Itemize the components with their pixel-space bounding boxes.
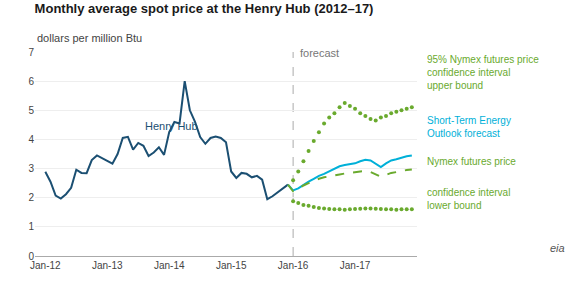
svg-text:Jan-17: Jan-17: [340, 260, 371, 271]
svg-text:1: 1: [28, 221, 34, 232]
svg-text:eia: eia: [550, 242, 565, 254]
svg-text:95% Nymex futures priceconfide: 95% Nymex futures priceconfidence interv…: [427, 54, 539, 91]
svg-text:Jan-14: Jan-14: [154, 260, 185, 271]
svg-text:Jan-15: Jan-15: [216, 260, 247, 271]
svg-text:4: 4: [28, 134, 34, 145]
svg-text:0: 0: [28, 251, 34, 262]
svg-text:Jan-13: Jan-13: [92, 260, 123, 271]
svg-text:Henry Hub: Henry Hub: [145, 120, 198, 132]
svg-text:Short-Term EnergyOutlook forec: Short-Term EnergyOutlook forecast: [427, 115, 511, 139]
svg-text:Jan-16: Jan-16: [278, 260, 309, 271]
svg-text:7: 7: [28, 47, 34, 58]
svg-text:forecast: forecast: [300, 47, 339, 59]
svg-text:confidence intervallower bound: confidence intervallower bound: [427, 187, 510, 211]
svg-text:Nymex futures price: Nymex futures price: [427, 156, 516, 167]
svg-text:Jan-12: Jan-12: [30, 260, 61, 271]
svg-text:2: 2: [28, 192, 34, 203]
svg-text:dollars per million Btu: dollars per million Btu: [37, 32, 142, 44]
svg-text:5: 5: [28, 105, 34, 116]
svg-text:6: 6: [28, 76, 34, 87]
svg-text:Monthly average spot price at: Monthly average spot price at the Henry …: [35, 1, 374, 16]
svg-text:3: 3: [28, 163, 34, 174]
